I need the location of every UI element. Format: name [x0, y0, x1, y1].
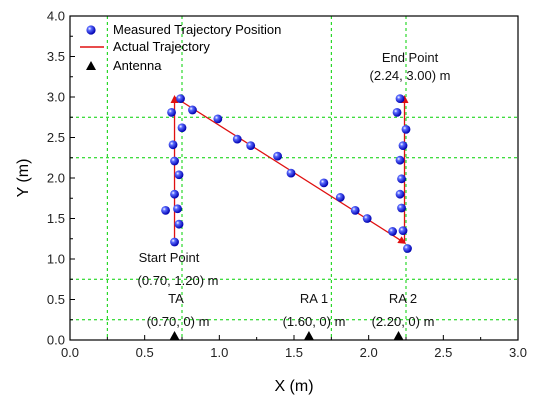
measured-point: [388, 227, 397, 236]
x-axis-title: X (m): [274, 378, 313, 395]
measured-point: [286, 168, 296, 178]
measured-point: [176, 94, 185, 104]
measured-point: [170, 237, 179, 247]
measured-point: [397, 174, 406, 184]
y-tick-label: 3.5: [47, 49, 65, 64]
measured-point: [350, 206, 360, 215]
measured-point: [174, 219, 184, 229]
measured-point: [167, 107, 176, 117]
measured-point: [392, 107, 402, 117]
y-axis-title: Y (m): [15, 159, 32, 198]
x-tick-label: 1.0: [210, 345, 228, 360]
measured-point: [188, 105, 197, 115]
start-point-coords: (0.70, 1.20) m: [138, 273, 219, 288]
y-tick-label: 3.0: [47, 90, 65, 105]
legend-label-antenna: Antenna: [113, 58, 162, 73]
measured-point: [170, 156, 179, 166]
measured-point: [232, 134, 242, 144]
grid-lines: [70, 16, 518, 340]
antenna-marker: [169, 331, 180, 340]
ta-coords: (0.70, 0) m: [147, 314, 210, 329]
measured-point: [395, 189, 405, 199]
measured-point: [174, 170, 184, 180]
measured-point: [170, 189, 179, 199]
measured-point: [398, 141, 408, 151]
x-tick-label: 2.0: [360, 345, 378, 360]
ra1-coords: (1.60, 0) m: [283, 314, 346, 329]
measured-point: [398, 226, 408, 236]
measured-point: [213, 114, 223, 124]
x-tick-label: 2.5: [434, 345, 452, 360]
ra2-coords: (2.20, 0) m: [372, 314, 435, 329]
measured-point: [246, 141, 256, 151]
legend: Measured Trajectory Position Actual Traj…: [80, 22, 281, 73]
legend-label-measured: Measured Trajectory Position: [113, 22, 281, 37]
measured-point: [173, 204, 182, 214]
antenna-marker: [393, 331, 404, 340]
ra2-label: RA 2: [389, 291, 417, 306]
ta-label: TA: [168, 291, 184, 306]
measured-point: [403, 244, 412, 253]
y-tick-label: 2.0: [47, 171, 65, 186]
measured-point: [177, 123, 187, 133]
start-point-title: Start Point: [139, 250, 200, 265]
y-tick-label: 4.0: [47, 9, 65, 24]
axis-ticks: 0.0 0.5 1.0 1.5 2.0 2.5 3.0 0.0 0.5 1.0 1.5 2.0 2.5 3…: [47, 9, 527, 361]
measured-point: [397, 203, 406, 213]
measured-points: [161, 94, 412, 253]
end-point-title: End Point: [382, 50, 439, 65]
measured-point: [395, 94, 405, 104]
measured-point: [168, 140, 178, 150]
x-tick-label: 0.0: [61, 345, 79, 360]
legend-label-actual: Actual Trajectory: [113, 39, 210, 54]
ra1-label: RA 1: [300, 291, 328, 306]
annotations: End Point (2.24, 3.00) m Start Point (0.…: [138, 50, 451, 329]
y-tick-label: 0.0: [47, 333, 65, 348]
x-tick-label: 3.0: [509, 345, 527, 360]
measured-point: [335, 193, 345, 202]
y-tick-label: 1.0: [47, 252, 65, 267]
measured-point: [161, 206, 170, 215]
antenna-marker: [303, 331, 314, 340]
measured-point: [273, 151, 282, 161]
y-tick-label: 0.5: [47, 292, 65, 307]
antenna-markers: [169, 331, 404, 340]
measured-point: [401, 124, 411, 134]
end-point-coords: (2.24, 3.00) m: [370, 68, 451, 83]
measured-point: [395, 155, 405, 165]
legend-marker-measured: [86, 25, 96, 35]
y-tick-label: 1.5: [47, 211, 65, 226]
x-tick-label: 0.5: [136, 345, 154, 360]
measured-point: [362, 214, 372, 223]
measured-point: [319, 178, 329, 188]
y-tick-label: 2.5: [47, 130, 65, 145]
legend-marker-antenna: [86, 61, 96, 70]
x-tick-label: 1.5: [285, 345, 303, 360]
